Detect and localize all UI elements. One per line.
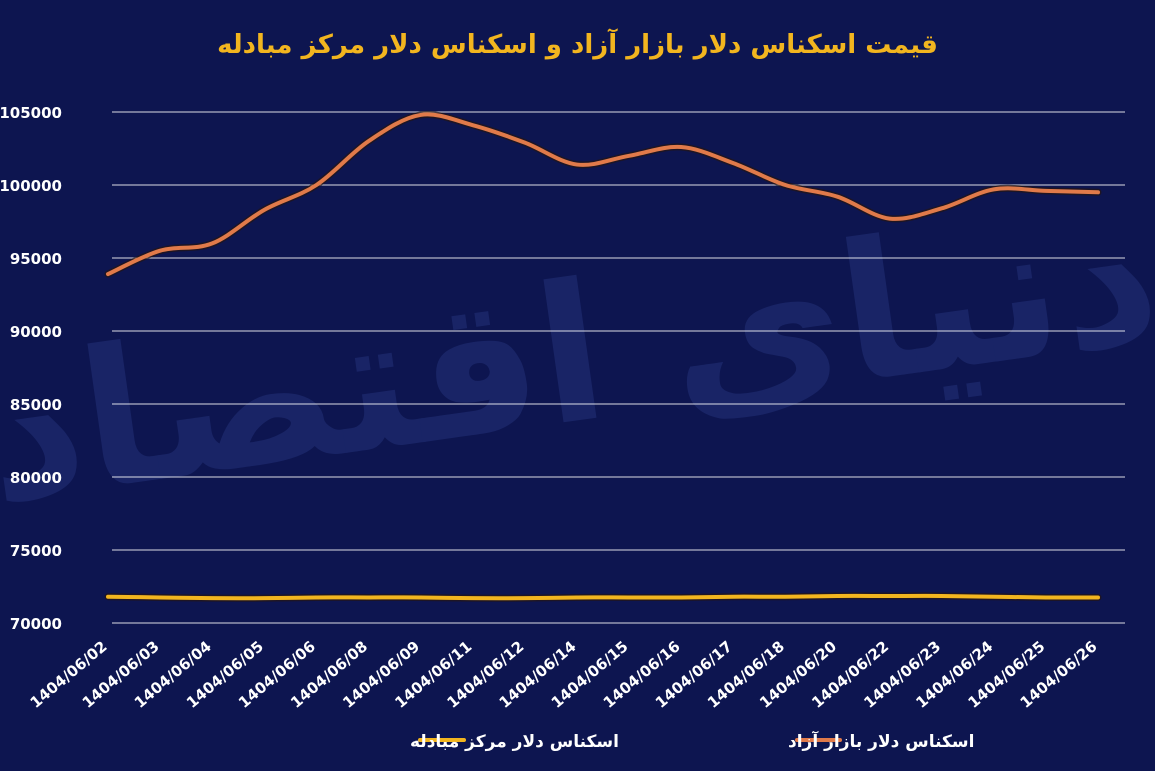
y-tick-label: 105000 <box>0 104 62 122</box>
y-axis-ticks: 70000 75000 80000 85000 90000 95000 100000 1050… <box>0 104 62 633</box>
series-line-exchange-center <box>106 593 1100 601</box>
gridlines <box>112 111 1125 624</box>
y-tick-label: 100000 <box>0 177 62 195</box>
legend-label: اسکناس دلار مرکز مبادله <box>410 732 619 752</box>
y-tick-label: 95000 <box>10 250 62 268</box>
y-tick-label: 80000 <box>10 469 62 487</box>
y-tick-label: 85000 <box>10 396 62 414</box>
watermark-logo: دنیای اقتصاد <box>0 164 1155 547</box>
legend: اسکناس دلار بازار آزاد اسکناس دلار مرکز م… <box>410 730 974 752</box>
legend-item-exchange-center: اسکناس دلار مرکز مبادله <box>410 732 619 752</box>
chart-title: قیمت اسکناس دلار بازار آزاد و اسکناس دلا… <box>217 30 938 60</box>
series-line-free-market <box>106 112 1100 277</box>
x-axis-ticks: 1404/06/021404/06/031404/06/041404/06/05… <box>27 637 1101 712</box>
y-tick-label: 90000 <box>10 323 62 341</box>
y-tick-label: 75000 <box>10 542 62 560</box>
series-lines <box>104 110 1102 602</box>
legend-label: اسکناس دلار بازار آزاد <box>788 730 974 752</box>
y-tick-label: 70000 <box>10 615 62 633</box>
legend-item-free-market: اسکناس دلار بازار آزاد <box>788 730 974 752</box>
